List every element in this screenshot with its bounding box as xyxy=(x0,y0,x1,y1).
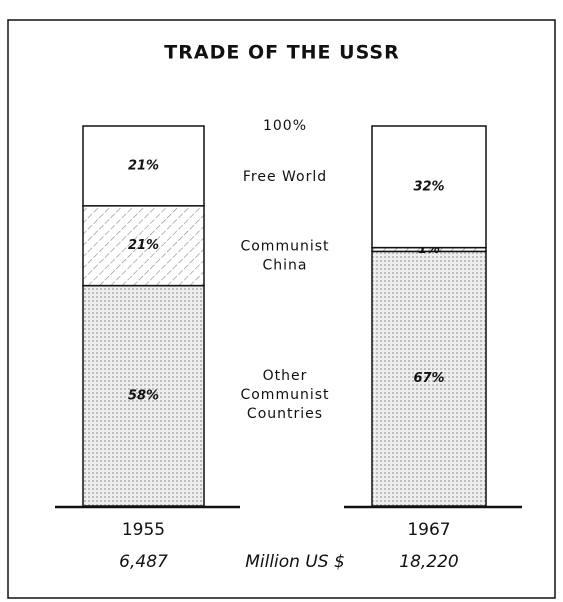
chart-title: TRADE OF THE USSR xyxy=(164,42,399,64)
series-label: Free World xyxy=(243,169,327,185)
x-tick-label: 1955 xyxy=(122,520,165,540)
value-label: 21% xyxy=(128,158,159,173)
value-label: 67% xyxy=(413,371,444,386)
bar-segment xyxy=(82,205,205,287)
x-tick-label: 1967 xyxy=(407,520,450,540)
frame xyxy=(7,19,556,599)
value-label: 21% xyxy=(128,238,159,253)
total-label: 18,220 xyxy=(399,552,458,572)
bar-segment xyxy=(371,125,487,249)
series-label: Other Communist Countries xyxy=(240,368,329,422)
unit-label: Million US $ xyxy=(245,552,345,572)
y-tick-label: 100% xyxy=(263,118,307,134)
bar-segment xyxy=(82,125,205,207)
series-label: Communist China xyxy=(240,239,329,274)
value-label: 58% xyxy=(128,388,159,403)
bar-segment xyxy=(371,250,487,507)
total-label: 6,487 xyxy=(119,552,168,572)
value-label: 32% xyxy=(413,179,444,194)
